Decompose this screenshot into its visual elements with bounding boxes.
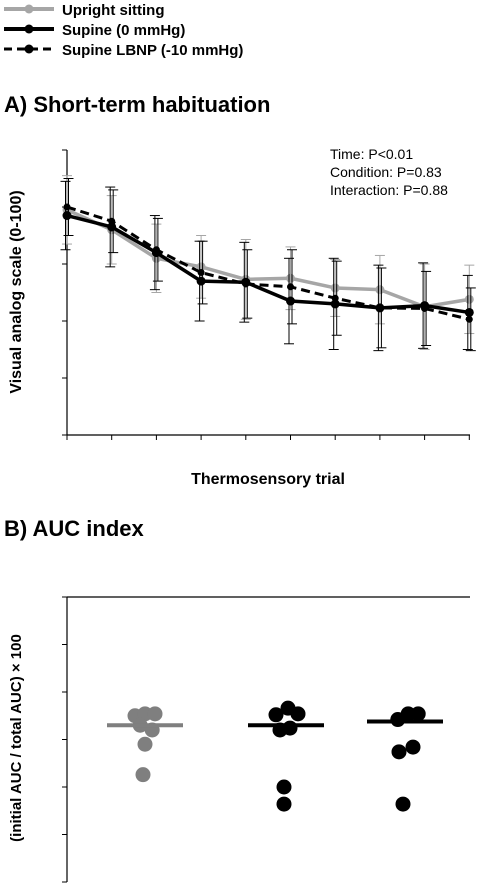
data-point bbox=[395, 796, 411, 812]
panel-a-x-axis-label: Thermosensory trial bbox=[191, 471, 345, 488]
legend-swatch-marker bbox=[24, 44, 34, 54]
legend-label-supine-lbnp: Supine LBNP (-10 mmHg) bbox=[62, 42, 243, 59]
series-3 bbox=[63, 178, 476, 352]
data-point bbox=[196, 276, 206, 286]
data-point bbox=[465, 315, 473, 323]
data-point bbox=[391, 744, 407, 760]
data-point bbox=[376, 304, 384, 312]
data-point bbox=[330, 283, 340, 293]
series-2 bbox=[60, 180, 474, 352]
data-point bbox=[286, 296, 295, 306]
data-point bbox=[242, 280, 250, 288]
data-point bbox=[197, 269, 205, 277]
data-point bbox=[135, 767, 151, 783]
series-line bbox=[66, 205, 470, 321]
data-point bbox=[282, 720, 298, 736]
annotation-time: Time: P<0.01 bbox=[330, 146, 413, 162]
data-point bbox=[375, 285, 385, 295]
data-point bbox=[464, 294, 474, 304]
legend-swatch-marker bbox=[24, 24, 34, 34]
data-point bbox=[290, 706, 306, 722]
legend-item-supine-lbnp: Supine LBNP (-10 mmHg) bbox=[4, 42, 243, 59]
legend-item-supine: Supine (0 mmHg) bbox=[4, 22, 185, 39]
data-point bbox=[286, 273, 295, 283]
data-point bbox=[405, 739, 421, 755]
data-point bbox=[276, 779, 292, 795]
panel-a-plot bbox=[60, 149, 476, 440]
legend-item-upright-sitting: Upright sitting bbox=[4, 2, 164, 19]
legend-label-upright-sitting: Upright sitting bbox=[62, 2, 164, 19]
panel-a-title: A) Short-term habituation bbox=[4, 92, 270, 117]
data-point bbox=[464, 307, 474, 317]
data-point bbox=[62, 211, 72, 221]
annotation-interaction: Interaction: P=0.88 bbox=[330, 182, 448, 198]
data-point bbox=[196, 262, 206, 272]
legend: Upright sitting Supine (0 mmHg) Supine L… bbox=[4, 2, 243, 59]
data-point bbox=[152, 246, 160, 254]
data-point bbox=[421, 304, 429, 312]
panel-b-title: B) AUC index bbox=[4, 516, 145, 541]
data-point bbox=[63, 203, 71, 211]
data-point bbox=[331, 294, 339, 302]
group-1 bbox=[107, 706, 183, 783]
group-3 bbox=[367, 706, 443, 812]
data-point bbox=[410, 706, 426, 722]
data-point bbox=[147, 706, 163, 722]
legend-swatch-marker bbox=[24, 4, 34, 14]
data-point bbox=[276, 796, 292, 812]
data-point bbox=[330, 299, 340, 309]
panel-a-annotations: Time: P<0.01 Condition: P=0.83 Interacti… bbox=[330, 146, 448, 198]
panel-a-y-axis-label: Visual analog scale (0-100) bbox=[8, 190, 25, 393]
data-point bbox=[107, 222, 117, 232]
series-1 bbox=[62, 175, 475, 350]
data-point bbox=[137, 736, 153, 752]
series-line bbox=[66, 208, 470, 309]
group-2 bbox=[248, 700, 324, 812]
data-point bbox=[268, 707, 284, 723]
data-point bbox=[108, 217, 116, 225]
panel-b-plot bbox=[62, 596, 470, 883]
data-point bbox=[287, 283, 294, 291]
legend-label-supine: Supine (0 mmHg) bbox=[62, 22, 185, 39]
annotation-condition: Condition: P=0.83 bbox=[330, 164, 442, 180]
panel-b-y-axis-label: (initial AUC / total AUC) × 100 bbox=[8, 634, 25, 842]
